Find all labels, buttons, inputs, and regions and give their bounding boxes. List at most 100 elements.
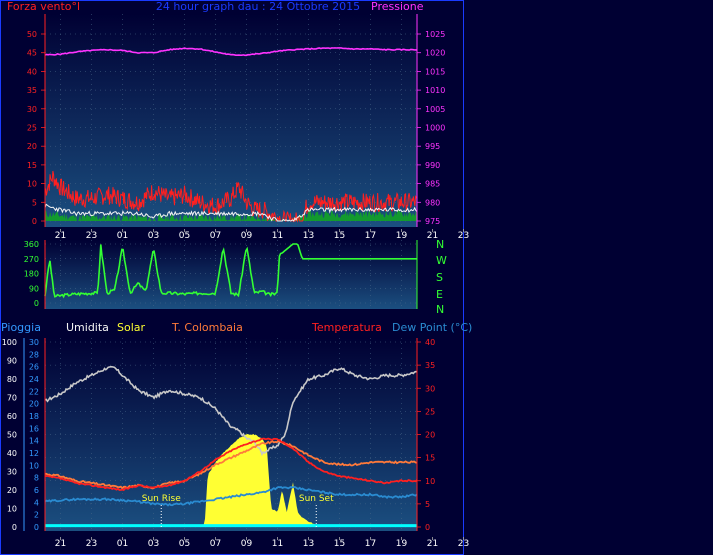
p3-dew-tick-4: 8: [34, 474, 39, 483]
p2-left-tick-1: 90: [29, 284, 39, 293]
p3-temp-tick-2: 10: [425, 477, 435, 486]
p1-right-tick-7: 1010: [425, 86, 445, 95]
p2-compass-3: E: [436, 288, 443, 301]
p2-compass-1: W: [436, 254, 447, 267]
p3-dew-tick-6: 12: [29, 449, 39, 458]
p3-rain-tick-10: 100: [2, 338, 17, 347]
p1-left-tick-9: 45: [27, 49, 37, 58]
p3-temp-tick-3: 15: [425, 454, 435, 463]
tcolombaia-line: [44, 439, 418, 490]
p1-right-tick-2: 985: [425, 180, 440, 189]
p3-rain-tick-4: 40: [7, 449, 17, 458]
p1-xlabel-1: 23: [86, 231, 97, 241]
p1-right-tick-1: 980: [425, 198, 440, 207]
p2-compass-2: S: [436, 271, 443, 284]
p3-xlabel-5: 07: [210, 539, 221, 549]
p1-xlabel-2: 01: [117, 231, 128, 241]
p1-xlabel-7: 11: [272, 231, 283, 241]
p1-left-tick-3: 15: [27, 161, 37, 170]
wind-gust-line: [44, 203, 418, 222]
p1-xlabel-0: 21: [55, 231, 66, 241]
p3-rain-tick-9: 90: [7, 357, 17, 366]
p1-right-tick-9: 1020: [425, 49, 445, 58]
p1-xlabel-8: 13: [303, 231, 314, 241]
p3-temp-tick-4: 20: [425, 431, 435, 440]
p1-right-tick-0: 975: [425, 217, 440, 226]
annotation-label-1: Sun Set: [299, 494, 334, 504]
p3-rain-tick-3: 30: [7, 468, 17, 477]
p3-rain-tick-5: 50: [7, 431, 17, 440]
panel2-plot: [45, 240, 417, 309]
legend-item-4: Dew Point (°C): [392, 321, 472, 334]
header-left-label: Forza vento°l: [7, 0, 80, 13]
p3-xlabel-1: 23: [86, 539, 97, 549]
p1-left-tick-4: 20: [27, 142, 37, 151]
p2-compass-0: N: [436, 238, 444, 251]
p3-dew-tick-12: 24: [29, 375, 39, 384]
p3-dew-tick-2: 4: [34, 498, 39, 507]
p3-dew-tick-9: 18: [29, 412, 39, 421]
p3-rain-tick-8: 80: [7, 375, 17, 384]
legend-pioggia: Pioggia: [1, 321, 41, 334]
p1-left-tick-5: 25: [27, 124, 37, 133]
p3-dew-tick-0: 0: [34, 523, 39, 532]
p3-rain-tick-7: 70: [7, 394, 17, 403]
p3-xlabel-13: 23: [458, 539, 469, 549]
p1-xlabel-3: 03: [148, 231, 159, 241]
p1-right-tick-6: 1005: [425, 105, 445, 114]
p2-left-tick-0: 0: [34, 299, 39, 308]
p3-xlabel-3: 03: [148, 539, 159, 549]
p1-left-tick-6: 30: [27, 105, 37, 114]
p3-xlabel-10: 17: [365, 539, 376, 549]
legend-item-2: T. Colombaia: [171, 321, 243, 334]
wind-green-fill: [45, 209, 417, 221]
p1-left-tick-8: 40: [27, 67, 37, 76]
legend-item-1: Solar: [117, 321, 146, 334]
p3-temp-tick-5: 25: [425, 407, 435, 416]
p3-xlabel-4: 05: [179, 539, 190, 549]
p3-rain-tick-0: 0: [12, 523, 17, 532]
dewpoint-line: [44, 485, 418, 507]
p1-right-tick-4: 995: [425, 142, 440, 151]
p3-temp-tick-0: 0: [425, 523, 430, 532]
p2-left-tick-3: 270: [24, 255, 39, 264]
header-title: 24 hour graph dau : 24 Ottobre 2015: [156, 0, 360, 13]
p2-left-tick-2: 180: [24, 270, 39, 279]
p3-dew-tick-11: 22: [29, 387, 39, 396]
annotation-label-0: Sun Rise: [142, 494, 181, 504]
rain-bar: [45, 524, 417, 528]
temperature-line: [44, 437, 418, 492]
wind-direction-line: [44, 243, 417, 299]
p3-dew-tick-7: 14: [29, 437, 39, 446]
p3-dew-tick-13: 26: [29, 363, 39, 372]
p1-xlabel-6: 09: [241, 231, 253, 241]
p1-right-tick-8: 1015: [425, 67, 445, 76]
legend-item-0: Umidita: [66, 321, 109, 334]
p3-dew-tick-10: 20: [29, 400, 39, 409]
p1-right-tick-10: 1025: [425, 30, 445, 39]
panel1-plot: [45, 14, 417, 227]
p3-xlabel-8: 13: [303, 539, 314, 549]
legend-item-3: Temperatura: [311, 321, 382, 334]
p1-left-tick-2: 10: [27, 180, 37, 189]
p1-left-tick-1: 5: [32, 198, 37, 207]
humidity-line: [44, 365, 418, 457]
p3-xlabel-0: 21: [55, 539, 66, 549]
p3-xlabel-6: 09: [241, 539, 253, 549]
p3-xlabel-11: 19: [396, 539, 408, 549]
p1-xlabel-9: 15: [334, 231, 345, 241]
p2-compass-4: N: [436, 303, 444, 316]
p3-rain-tick-1: 10: [7, 505, 17, 514]
p3-xlabel-2: 01: [117, 539, 128, 549]
p3-xlabel-7: 11: [272, 539, 283, 549]
p1-left-tick-0: 0: [32, 217, 37, 226]
p1-left-tick-10: 50: [27, 30, 37, 39]
p3-rain-tick-6: 60: [7, 412, 17, 421]
header-right-label: Pressione: [371, 0, 424, 13]
p3-dew-tick-1: 2: [34, 511, 39, 520]
p3-temp-tick-7: 35: [425, 361, 435, 370]
p3-dew-tick-8: 16: [29, 424, 39, 433]
p3-dew-tick-3: 6: [34, 486, 39, 495]
